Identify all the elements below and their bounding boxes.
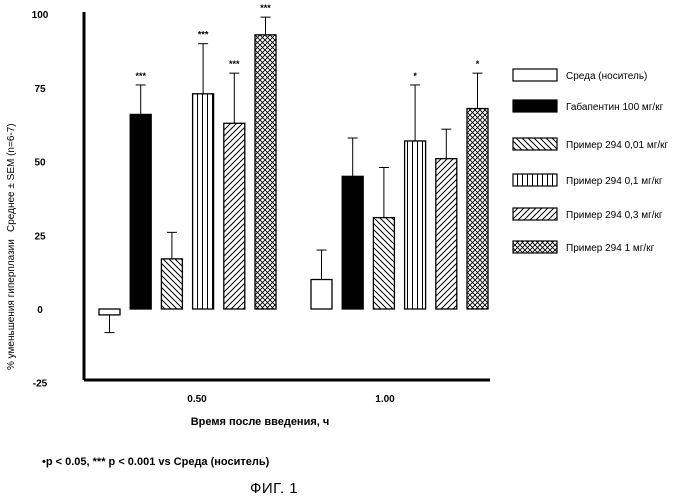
legend-label: Габапентин 100 мг/кг — [566, 101, 664, 113]
significance-label: *** — [198, 30, 209, 40]
significance-label: * — [476, 59, 480, 69]
bar — [342, 176, 363, 309]
legend-label: Пример 294 0,3 мг/кг — [566, 210, 663, 221]
significance-label: *** — [135, 71, 146, 81]
significance-label: * — [413, 71, 417, 81]
legend-label: Среда (носитель) — [566, 71, 647, 82]
legend-swatch — [513, 241, 557, 253]
y-axis-ticks: 100 75 50 25 0 -25 — [32, 10, 49, 390]
x-axis-categories: 0.50 1.00 — [187, 394, 395, 405]
y-tick-label: 100 — [32, 10, 49, 21]
legend-swatch — [513, 208, 557, 220]
x-tick-label: 1.00 — [375, 394, 395, 405]
footnote-stars: *** — [93, 456, 106, 468]
x-tick-label: 0.50 — [187, 394, 207, 405]
bar — [436, 159, 457, 309]
legend-swatch — [513, 138, 557, 150]
bar — [130, 114, 151, 309]
significance-markers: ************** — [135, 3, 479, 81]
x-axis-title: Время после введения, ч — [191, 416, 330, 428]
bar — [373, 218, 394, 309]
legend-item: Среда (носитель) — [513, 69, 647, 82]
legend-swatch — [513, 174, 557, 186]
y-tick-label: -25 — [33, 379, 48, 390]
bar — [405, 141, 426, 309]
y-tick-label: 50 — [34, 158, 46, 169]
y-axis-title: % уменьшения гиперплазии — [6, 239, 17, 370]
significance-label: *** — [229, 59, 240, 69]
legend-label: Пример 294 0,01 мг/кг — [566, 140, 668, 151]
bar — [255, 35, 276, 309]
bar-chart: % уменьшения гиперплазии Среднее ± SEM (… — [0, 0, 683, 450]
legend-label: Пример 294 1 мг/кг — [566, 243, 655, 254]
y-tick-label: 0 — [37, 305, 43, 316]
legend-item: Пример 294 0,1 мг/кг — [513, 174, 663, 187]
footnote: •p < 0.05, *** p < 0.001 vs Среда (носит… — [42, 456, 269, 468]
legend-label: Пример 294 0,1 мг/кг — [566, 176, 663, 187]
bar — [99, 309, 120, 315]
significance-label: *** — [260, 3, 271, 13]
legend: Среда (носитель) Габапентин 100 мг/кг Прим… — [513, 69, 668, 254]
y-tick-label: 75 — [34, 84, 46, 95]
legend-swatch — [513, 69, 557, 81]
bar — [161, 259, 182, 309]
footnote-prefix: •p < 0.05, — [42, 456, 93, 468]
footnote-rest: p < 0.001 vs Среда (носитель) — [105, 456, 269, 468]
bar — [193, 94, 214, 309]
bar — [224, 123, 245, 309]
bars — [99, 35, 488, 315]
legend-swatch — [513, 100, 557, 112]
y-axis-subtitle: Среднее ± SEM (n=6-7) — [6, 123, 17, 232]
legend-item: Пример 294 0,3 мг/кг — [513, 208, 663, 221]
y-axis-label: % уменьшения гиперплазии Среднее ± SEM (… — [6, 123, 17, 370]
legend-item: Габапентин 100 мг/кг — [513, 100, 664, 113]
legend-item: Пример 294 1 мг/кг — [513, 241, 655, 254]
bar — [311, 280, 332, 309]
bar — [467, 109, 488, 309]
y-tick-label: 25 — [34, 231, 46, 242]
legend-item: Пример 294 0,01 мг/кг — [513, 138, 668, 151]
figure-caption: ФИГ. 1 — [250, 480, 298, 497]
